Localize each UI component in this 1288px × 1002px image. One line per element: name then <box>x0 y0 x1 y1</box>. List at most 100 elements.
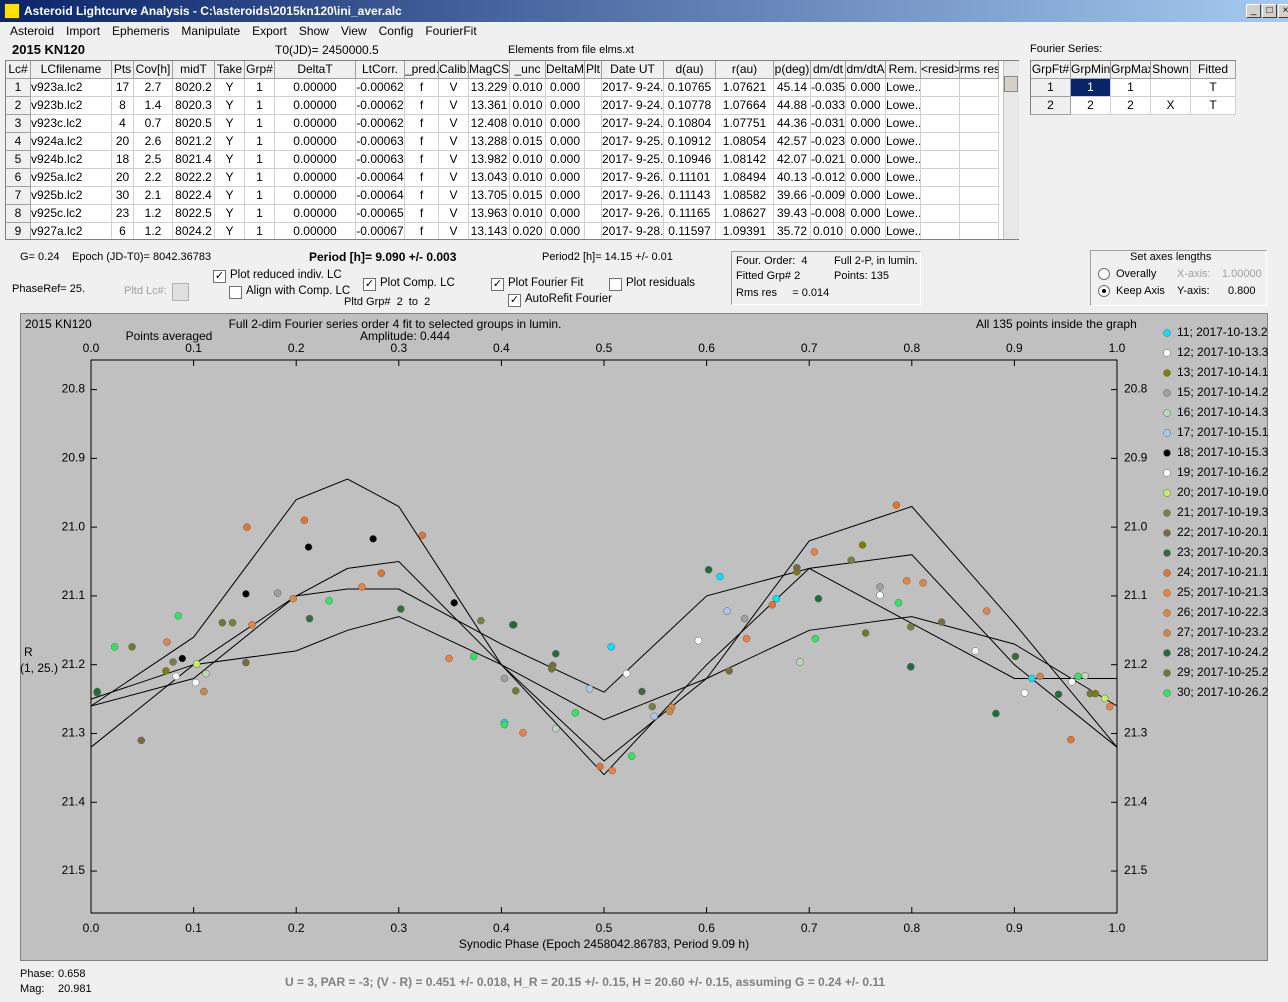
data-point <box>907 663 915 671</box>
table-cell: 1.4 <box>134 97 173 115</box>
row-header[interactable]: 2 <box>6 97 31 115</box>
checkbox[interactable]: ✓ <box>491 278 504 291</box>
table-cell: 0.000 <box>546 79 585 97</box>
window-button[interactable]: _ <box>1246 4 1261 18</box>
menu-item[interactable]: Manipulate <box>181 24 241 38</box>
y-tick-label: 21.3 <box>62 726 86 740</box>
checkbox[interactable] <box>609 278 622 291</box>
menu-item[interactable]: View <box>340 24 367 38</box>
x-tick-label: 0.4 <box>493 921 510 935</box>
table-cell[interactable]: T <box>1191 79 1236 97</box>
data-point <box>512 687 520 695</box>
data-point <box>202 669 210 678</box>
checkbox-label[interactable]: Align with Comp. LC <box>246 285 351 297</box>
row-header[interactable]: 1 <box>1031 79 1071 97</box>
legend-marker <box>1163 509 1171 517</box>
data-point <box>509 621 518 629</box>
row-header[interactable]: 2 <box>1031 97 1071 115</box>
checkbox[interactable]: ✓ <box>508 294 521 307</box>
table-cell: 2.5 <box>134 151 173 169</box>
legend-label: 28; 2017-10-24.2 <box>1177 645 1268 659</box>
table-cell[interactable] <box>1151 79 1191 97</box>
table-header: Pts <box>112 61 134 79</box>
x-axis-value: 1.00000 <box>1222 268 1262 280</box>
radio-label[interactable]: Keep Axis <box>1116 285 1165 297</box>
spinner[interactable] <box>172 283 189 301</box>
checkbox-label[interactable]: AutoRefit Fourier <box>525 293 612 305</box>
row-header[interactable]: 4 <box>6 133 31 151</box>
table-cell: 0.015 <box>510 187 546 205</box>
table-cell[interactable]: 1 <box>1111 79 1151 97</box>
row-header[interactable]: 5 <box>6 151 31 169</box>
table-cell: 0.11165 <box>664 205 716 223</box>
row-header[interactable]: 7 <box>6 187 31 205</box>
fit-curve <box>90 616 1118 721</box>
menu-item[interactable]: Export <box>252 24 287 38</box>
checkbox-label[interactable]: Plot reduced indiv. LC <box>230 269 342 281</box>
row-header[interactable]: 3 <box>6 115 31 133</box>
menu-item[interactable]: Show <box>298 24 329 38</box>
menu-item[interactable]: Asteroid <box>10 24 55 38</box>
row-header[interactable]: 1 <box>6 79 31 97</box>
table-cell: -0.00067 <box>356 223 405 239</box>
data-point <box>169 658 177 666</box>
radio-button[interactable] <box>1098 285 1110 297</box>
table-cell: 2017- 9-26.4 <box>602 187 664 205</box>
table-cell: V <box>439 169 469 187</box>
checkbox[interactable]: ✓ <box>363 278 376 291</box>
row-header[interactable]: 6 <box>6 169 31 187</box>
checkbox-label[interactable]: Plot Fourier Fit <box>508 277 584 289</box>
legend-label: 13; 2017-10-14.1 <box>1177 365 1268 379</box>
table-cell: 13.288 <box>469 133 510 151</box>
table-cell: V <box>439 187 469 205</box>
table-cell: v925c.lc2 <box>31 205 112 223</box>
radio-button[interactable] <box>1098 268 1110 280</box>
radio-label[interactable]: Overally <box>1116 268 1157 280</box>
legend-label: 25; 2017-10-21.3 <box>1177 585 1268 599</box>
legend-marker <box>1163 449 1171 457</box>
checkbox-label[interactable]: Plot Comp. LC <box>380 277 455 289</box>
table-cell: 1 <box>245 169 275 187</box>
row-header[interactable]: 8 <box>6 205 31 223</box>
table-cell[interactable]: X <box>1151 97 1191 115</box>
data-point <box>796 658 804 666</box>
scrollbar[interactable] <box>1003 61 1019 239</box>
table-cell: 1.2 <box>134 205 173 223</box>
table-cell[interactable]: 1 <box>1071 79 1111 97</box>
menu-item[interactable]: Ephemeris <box>112 24 170 38</box>
table-header: p(deg) <box>774 61 811 79</box>
table-cell: 45.14 <box>774 79 811 97</box>
table-cell <box>921 223 960 239</box>
table-cell: 0.010 <box>510 79 546 97</box>
scroll-thumb[interactable] <box>1004 76 1018 92</box>
x-tick-label: 0.1 <box>185 921 202 935</box>
window-button[interactable]: □ <box>1262 4 1277 18</box>
legend-label: 29; 2017-10-25.2 <box>1177 665 1268 679</box>
checkbox-label[interactable]: Plot residuals <box>626 277 696 289</box>
x-tick-label: 1.0 <box>1109 921 1126 935</box>
menu-item[interactable]: Import <box>66 24 101 38</box>
legend-marker <box>1163 689 1171 697</box>
table-cell: 1 <box>245 97 275 115</box>
checkbox[interactable]: ✓ <box>213 270 226 283</box>
table-cell: 0.00000 <box>275 79 356 97</box>
table-cell: 42.57 <box>774 133 811 151</box>
table-header: _pred. <box>405 61 439 79</box>
window-button[interactable]: × <box>1278 4 1288 18</box>
table-cell <box>921 151 960 169</box>
fit-points: Points: 135 <box>834 270 890 282</box>
data-point <box>585 685 594 693</box>
table-cell[interactable]: 2 <box>1111 97 1151 115</box>
table-cell: Y <box>215 115 245 133</box>
row-header[interactable]: 9 <box>6 223 31 239</box>
menu-item[interactable]: FourierFit <box>425 24 477 38</box>
table-cell[interactable]: T <box>1191 97 1236 115</box>
table-cell: 8020.2 <box>173 79 215 97</box>
y-tick-label: 21.4 <box>62 794 86 808</box>
table-cell[interactable]: 2 <box>1071 97 1111 115</box>
table-cell: 0.000 <box>546 205 585 223</box>
table-cell: 13.229 <box>469 79 510 97</box>
checkbox[interactable] <box>229 286 242 299</box>
menu-item[interactable]: Config <box>378 24 414 38</box>
y-tick-label-right: 20.8 <box>1124 382 1148 396</box>
